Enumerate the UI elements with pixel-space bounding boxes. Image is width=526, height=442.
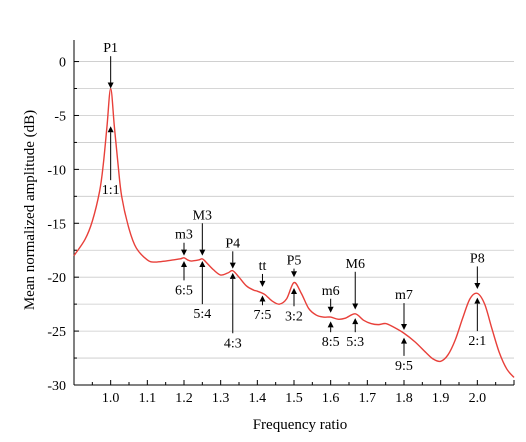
annotation-M6: M6 (346, 257, 365, 310)
annotation-M3: M3 (193, 208, 212, 256)
data-line (73, 87, 515, 378)
annotation-arrow-head (327, 321, 334, 328)
x-axis-title: Frequency ratio (253, 417, 348, 433)
annotation-arrow-head (229, 272, 236, 279)
annotation-label: 1:1 (102, 183, 120, 198)
annotation-3-2: 3:2 (285, 287, 303, 324)
annotation-arrow-head (229, 262, 236, 269)
annotation-arrow-head (107, 126, 114, 133)
x-tick-label: 1.8 (395, 391, 413, 406)
annotation-arrow-head (291, 271, 297, 278)
annotation-label: m3 (175, 228, 193, 243)
annotation-label: M6 (346, 257, 365, 272)
annotation-2-1: 2:1 (468, 297, 486, 349)
annotation-8-5: 8:5 (322, 321, 340, 350)
y-tick-label: -25 (47, 325, 66, 340)
annotation-arrow-head (352, 303, 359, 310)
y-tick-label: 0 (59, 56, 66, 71)
annotation-label: tt (259, 259, 267, 274)
annotation-label: 6:5 (175, 283, 193, 298)
annotation-arrow-head (352, 318, 359, 325)
axes: 0 -5 -10 -15 -20 -25 -30 1.0 1.1 1.2 1.3 1.4 1.5 1.6 1… (47, 40, 515, 406)
annotation-P4: P4 (225, 236, 240, 269)
annotation-label: P5 (287, 254, 302, 269)
annotation-arrow-head (401, 324, 407, 331)
y-tick-label: -15 (47, 217, 66, 232)
gridlines (74, 61, 514, 386)
y-tick-label: -30 (47, 379, 66, 394)
annotation-label: P8 (470, 251, 485, 266)
annotation-arrow-head (181, 261, 187, 268)
x-tick-label: 1.6 (322, 391, 340, 406)
annotation-arrow-head (107, 82, 114, 89)
annotation-label: 5:3 (346, 335, 364, 350)
annotation-label: 5:4 (193, 307, 211, 322)
annotation-7-5: 7:5 (254, 295, 272, 323)
annotation-label: 7:5 (254, 308, 272, 323)
annotation-label: P1 (103, 41, 118, 56)
x-tick-label: 1.4 (249, 391, 267, 406)
y-tick-label: -5 (54, 109, 66, 124)
annotation-arrow-head (259, 295, 266, 302)
annotation-label: 4:3 (224, 336, 242, 351)
annotation-arrow-head (181, 249, 187, 256)
annotation-label: 8:5 (322, 335, 340, 350)
annotation-P5: P5 (287, 254, 302, 278)
annotation-label: 9:5 (395, 359, 413, 374)
y-tick-label: -10 (47, 163, 66, 178)
annotation-arrow-head (327, 306, 334, 313)
annotations: P1 1:1 m3 6:5 M3 5:4 P4 4:3 tt 7:5 P5 3:2 m6 8:5 M6 5:3… (102, 41, 487, 374)
annotation-label: m6 (322, 284, 340, 299)
annotation-4-3: 4:3 (224, 272, 242, 351)
annotation-arrow-head (259, 280, 266, 287)
annotation-m7: m7 (395, 288, 413, 331)
x-tick-label: 1.5 (285, 391, 303, 406)
annotation-arrow-head (474, 297, 481, 304)
annotation-label: P4 (225, 236, 240, 251)
annotation-m6: m6 (322, 284, 340, 313)
annotation-label: 2:1 (468, 334, 486, 349)
x-tick-label: 1.7 (359, 391, 377, 406)
annotation-6-5: 6:5 (175, 261, 193, 298)
annotation-1-1: 1:1 (102, 126, 120, 198)
annotation-label: 3:2 (285, 309, 303, 324)
annotation-arrow-head (199, 249, 206, 256)
x-tick-label: 1.0 (102, 391, 120, 406)
annotation-label: M3 (193, 208, 212, 223)
annotation-arrow-head (291, 287, 297, 294)
annotation-5-4: 5:4 (193, 261, 211, 322)
annotation-P1: P1 (103, 41, 118, 89)
annotation-arrow-head (401, 337, 407, 344)
y-axis-title: Mean normalized amplitude (dB) (22, 110, 38, 310)
y-tick-label: -20 (47, 271, 66, 286)
annotation-arrow-head (199, 261, 206, 268)
annotation-arrow-head (474, 283, 481, 290)
x-tick-label: 1.9 (432, 391, 450, 406)
annotation-5-3: 5:3 (346, 318, 364, 350)
annotation-9-5: 9:5 (395, 337, 413, 374)
annotation-m3: m3 (175, 228, 193, 256)
annotation-P8: P8 (470, 251, 485, 290)
series (73, 87, 515, 378)
x-tick-label: 2.0 (469, 391, 487, 406)
annotation-tt: tt (259, 259, 267, 287)
x-tick-label: 1.1 (139, 391, 157, 406)
x-tick-label: 1.3 (212, 391, 230, 406)
x-tick-label: 1.2 (175, 391, 193, 406)
annotation-label: m7 (395, 288, 413, 303)
